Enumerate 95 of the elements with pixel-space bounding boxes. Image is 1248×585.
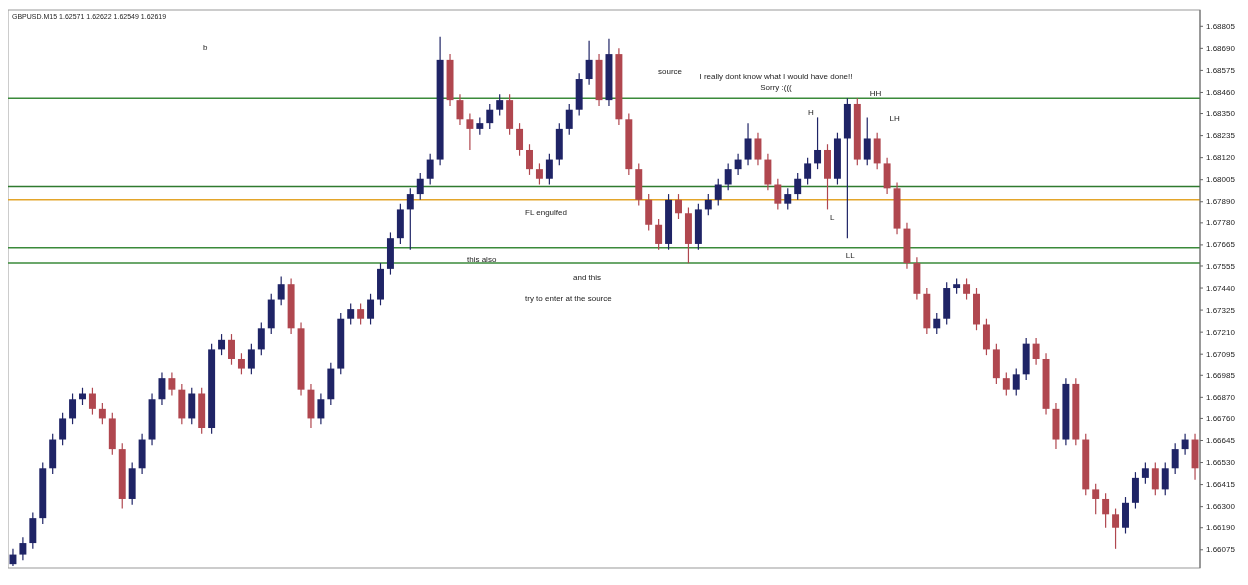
annotation: and this <box>573 273 602 282</box>
annotation: source <box>658 67 683 76</box>
y-tick-label: 1.67780 <box>1206 218 1236 228</box>
y-tick-label: 1.68005 <box>1206 175 1236 185</box>
candlestick <box>734 153 742 176</box>
candlestick <box>1092 483 1100 515</box>
y-tick-label: 1.68575 <box>1206 65 1236 75</box>
candlestick <box>863 116 871 166</box>
y-tick-label: 1.67665 <box>1206 240 1236 250</box>
y-tick-label: 1.68235 <box>1206 131 1236 141</box>
candlestick <box>357 302 365 326</box>
candlestick <box>724 162 732 191</box>
candlestick <box>88 387 96 416</box>
candlestick <box>565 103 573 136</box>
candlestick <box>1012 367 1020 397</box>
candlestick <box>158 371 166 406</box>
y-tick-label: 1.67210 <box>1206 327 1236 337</box>
y-tick-label: 1.66300 <box>1206 502 1236 512</box>
candlestick <box>277 275 285 306</box>
candlestick <box>1112 507 1120 550</box>
y-tick-label: 1.67095 <box>1206 349 1236 359</box>
candlestick <box>496 93 504 117</box>
candlestick <box>466 112 474 151</box>
candlestick <box>714 178 722 207</box>
candlestick <box>754 132 762 166</box>
y-tick-label: 1.67440 <box>1206 283 1236 293</box>
y-tick-label: 1.66645 <box>1206 436 1236 446</box>
candlestick <box>1032 337 1040 366</box>
candlestick <box>426 153 434 186</box>
y-tick-label: 1.66760 <box>1206 413 1236 423</box>
y-tick-label: 1.68805 <box>1206 21 1236 31</box>
candlestick <box>247 343 255 375</box>
candlestick <box>794 172 802 201</box>
candlestick <box>317 392 325 425</box>
candlestick <box>675 193 682 220</box>
candlestick <box>416 172 424 201</box>
y-tick-label: 1.66985 <box>1206 370 1236 380</box>
y-tick-label: 1.66870 <box>1206 392 1236 402</box>
y-tick-label: 1.66075 <box>1206 545 1236 555</box>
candlestick <box>704 193 712 216</box>
candlestick <box>218 333 226 356</box>
annotation: LL <box>845 250 856 260</box>
annotation: try to enter at the source <box>525 294 613 303</box>
candlestick <box>168 371 176 397</box>
y-tick-label: 1.68350 <box>1206 109 1236 119</box>
candlestick <box>237 352 245 375</box>
candlestick <box>406 187 414 251</box>
candlestick <box>535 162 543 186</box>
candlestick <box>963 277 971 301</box>
annotation: H <box>808 108 815 117</box>
candlestick <box>784 187 792 211</box>
candlestick <box>744 122 752 166</box>
y-tick-label: 1.68460 <box>1206 88 1236 98</box>
candlestick <box>1102 492 1110 529</box>
candlestick <box>1181 433 1189 456</box>
y-tick-label: 1.67325 <box>1206 305 1236 315</box>
candlestick <box>774 178 782 211</box>
annotation: I really dont know what I would have done!! <box>699 72 853 81</box>
annotation: FL engulfed <box>525 208 567 217</box>
candlestick <box>814 116 822 170</box>
candlestick <box>585 40 593 86</box>
y-tick-label: 1.67555 <box>1206 261 1236 271</box>
candlestick <box>933 312 941 335</box>
candlestick <box>486 103 494 130</box>
annotation: Sorry :((( <box>760 83 793 92</box>
candlestick <box>98 402 106 425</box>
candlestick <box>1002 371 1010 397</box>
candlestick <box>69 392 77 425</box>
annotation: b <box>203 43 208 52</box>
annotation: this also <box>467 255 497 264</box>
candlestick <box>456 93 464 126</box>
annotation: HH <box>869 89 882 99</box>
candlestick <box>1141 461 1149 485</box>
y-tick-label: 1.66530 <box>1206 458 1236 468</box>
annotation: LH <box>889 114 901 123</box>
candlestick <box>19 536 27 561</box>
y-tick-label: 1.68690 <box>1206 43 1236 53</box>
y-tick-label: 1.66190 <box>1206 523 1236 533</box>
candlestick <box>545 153 553 186</box>
annotation: L <box>829 213 835 222</box>
candlestick <box>655 218 663 251</box>
candlestick <box>516 122 524 157</box>
y-tick-label: 1.68120 <box>1206 153 1236 163</box>
candlestick <box>347 302 355 326</box>
candlestick <box>59 412 67 446</box>
candlestick <box>1151 461 1159 496</box>
candlestick <box>367 293 375 326</box>
candlestick <box>257 321 265 356</box>
candlestick <box>1161 461 1169 496</box>
candlestick <box>804 157 812 186</box>
y-tick-label: 1.67890 <box>1206 197 1236 207</box>
candlestick <box>526 143 533 176</box>
candlestick <box>1171 442 1179 475</box>
candlestick <box>228 333 235 366</box>
y-tick-label: 1.66415 <box>1206 480 1236 490</box>
